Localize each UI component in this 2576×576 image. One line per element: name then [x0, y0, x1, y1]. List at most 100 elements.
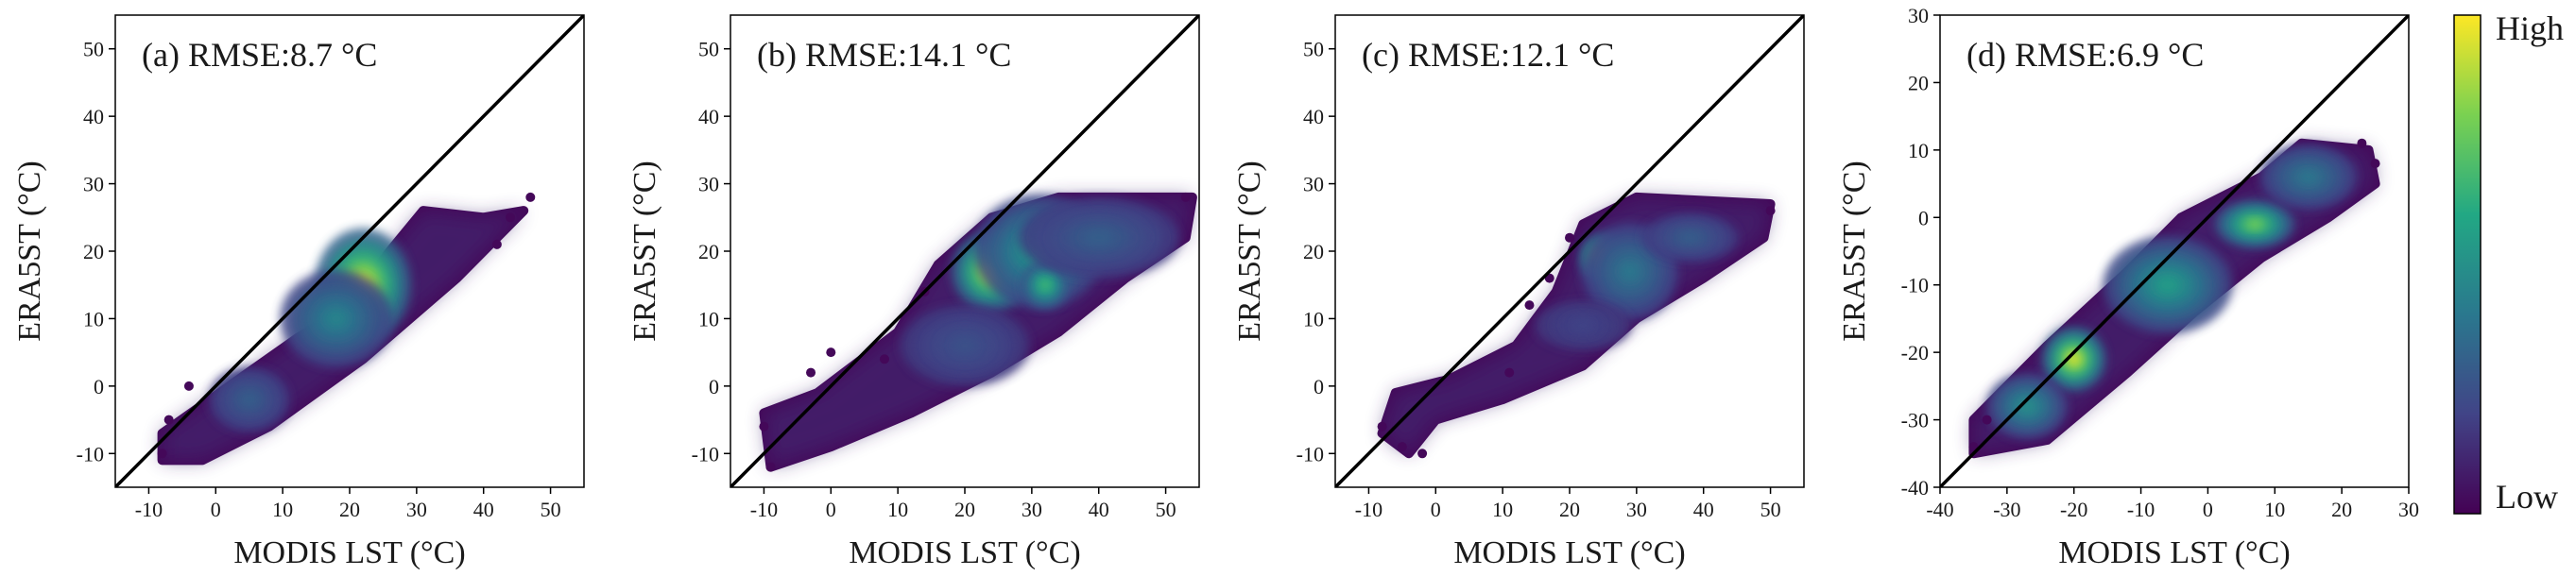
x-axis-label: MODIS LST (°C) [2058, 535, 2290, 570]
density-blob-2 [1680, 232, 1700, 243]
panel-b: -10 0 10 20 30 40 50 -10 0 10 20 30 40 50 MODIS LST (°… [627, 14, 1200, 570]
y-tick-label: 20 [83, 240, 104, 263]
x-tick-label: 20 [2331, 498, 2352, 521]
y-tick-label: 0 [1918, 206, 1929, 229]
identity-line [1335, 15, 1804, 487]
density-blob-2 [1039, 280, 1051, 290]
density-blob-3 [2298, 170, 2318, 184]
y-axis-label: ERA5ST (°C) [1232, 161, 1267, 341]
y-tick-label: -10 [1297, 442, 1324, 466]
scatter-point [1982, 415, 1992, 425]
density-blob-2 [2155, 275, 2181, 296]
y-tick-label: 30 [1908, 4, 1929, 27]
scatter-point [2370, 159, 2380, 169]
x-tick-label: 30 [1022, 498, 1042, 521]
y-tick-label: 40 [1303, 105, 1324, 128]
scatter-point [157, 449, 167, 459]
y-tick-label: -10 [1901, 274, 1929, 297]
y-tick-label: 30 [1303, 173, 1324, 196]
scatter-point [2357, 138, 2367, 148]
y-tick-label: -20 [1901, 341, 1929, 364]
panel-d: -40 -30 -20 -10 0 10 20 30 -40 -30 -20 -10 0 10 20 30 MO… [1837, 4, 2419, 570]
plot-area [1940, 15, 2409, 487]
panel-title: (c) RMSE:12.1 °C [1362, 36, 1614, 74]
y-tick-label: -40 [1901, 476, 1929, 500]
colorbar: High Low [2453, 9, 2564, 516]
identity-line [1940, 15, 2409, 487]
scatter-point [826, 347, 836, 358]
y-axis-label: ERA5ST (°C) [1837, 161, 1872, 341]
y-tick-label: -10 [77, 442, 104, 466]
y-tick-label: 0 [1314, 375, 1324, 398]
x-tick-label: -10 [2127, 498, 2155, 521]
scatter-point [183, 381, 194, 391]
y-tick-label: 40 [83, 105, 104, 128]
colorbar-high-label: High [2496, 9, 2564, 47]
x-tick-label: 30 [2398, 498, 2419, 521]
plot-frame [1939, 14, 2410, 488]
panel-a: -10 0 10 20 30 40 50 -10 0 10 20 30 40 50 MODIS LST (°… [12, 14, 585, 570]
density-blob-2 [241, 393, 258, 406]
y-tick-label: 50 [1303, 38, 1324, 61]
x-tick-label: -10 [750, 498, 778, 521]
identity-line [730, 15, 1199, 487]
scatter-point [1524, 300, 1535, 311]
x-tick-label: 20 [1559, 498, 1580, 521]
scatter-point [163, 415, 174, 425]
scatter-point [765, 462, 776, 472]
x-tick-label: 50 [1760, 498, 1781, 521]
y-tick-label: 20 [1908, 71, 1929, 94]
y-tick-label: -30 [1901, 409, 1929, 432]
x-tick-label: -20 [2060, 498, 2087, 521]
scatter-point [525, 192, 536, 202]
density-blob-4 [952, 337, 978, 354]
plot-area [730, 15, 1199, 487]
x-tick-label: 40 [473, 498, 494, 521]
plot-area [1335, 15, 1804, 487]
y-tick-label: 50 [83, 38, 104, 61]
scatter-point [1180, 192, 1191, 202]
scatter-point [1417, 449, 1428, 459]
x-axis-label: MODIS LST (°C) [1453, 535, 1685, 570]
scatter-point [806, 367, 816, 378]
y-tick-label: 0 [709, 375, 719, 398]
y-tick-label: 40 [698, 105, 719, 128]
y-tick-label: -10 [692, 442, 719, 466]
y-tick-label: 10 [83, 307, 104, 330]
y-tick-label: 10 [698, 307, 719, 330]
x-tick-label: -40 [1926, 498, 1953, 521]
x-tick-label: 10 [887, 498, 908, 521]
x-axis-label: MODIS LST (°C) [849, 535, 1080, 570]
y-tick-label: 30 [83, 173, 104, 196]
density-blob-1 [2246, 219, 2263, 229]
y-tick-label: 10 [1303, 307, 1324, 330]
density-blob-3 [1082, 229, 1115, 246]
y-tick-label: 0 [94, 375, 104, 398]
y-tick-label: 20 [1303, 240, 1324, 263]
x-tick-label: 0 [826, 498, 836, 521]
x-tick-label: 10 [272, 498, 293, 521]
x-tick-label: 0 [1431, 498, 1441, 521]
x-tick-label: -10 [135, 498, 163, 521]
panel-title: (d) RMSE:6.9 °C [1966, 36, 2204, 74]
scatter-point [506, 212, 516, 223]
colorbar-gradient [2453, 14, 2482, 515]
x-tick-label: 20 [954, 498, 975, 521]
x-axis-label: MODIS LST (°C) [233, 535, 465, 570]
colorbar-low-label: Low [2496, 478, 2558, 516]
y-tick-label: 30 [698, 173, 719, 196]
scatter-point [879, 354, 889, 364]
x-tick-label: 20 [339, 498, 360, 521]
scatter-point [1504, 367, 1515, 378]
y-axis-label: ERA5ST (°C) [627, 161, 662, 341]
scatter-point [491, 239, 502, 249]
x-tick-label: 0 [211, 498, 221, 521]
plot-area [115, 15, 584, 487]
y-tick-label: 20 [698, 240, 719, 263]
x-tick-label: 50 [541, 498, 561, 521]
y-tick-label: 50 [698, 38, 719, 61]
scatter-point [759, 421, 769, 432]
x-tick-label: 30 [1626, 498, 1647, 521]
scatter-point [1397, 442, 1407, 452]
